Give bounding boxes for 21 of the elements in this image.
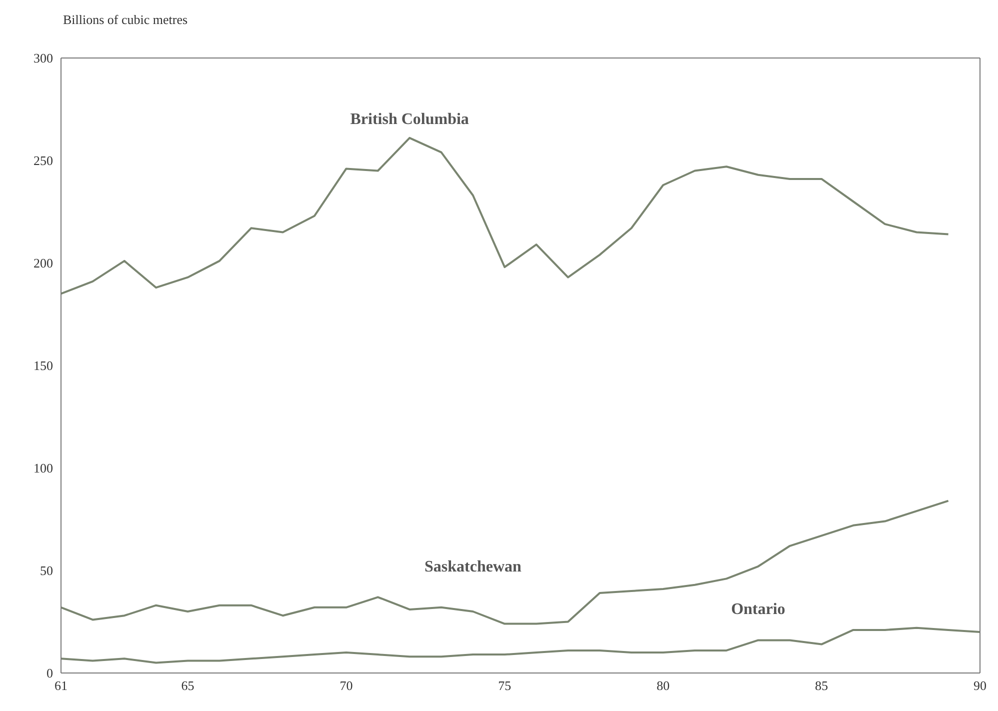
x-tick-label: 70 bbox=[340, 678, 353, 694]
y-axis-title: Billions of cubic metres bbox=[63, 12, 188, 28]
line-series bbox=[61, 500, 950, 625]
y-tick-label: 200 bbox=[34, 256, 53, 271]
x-tick-label: 65 bbox=[181, 678, 194, 694]
x-tick-label: 75 bbox=[498, 678, 512, 694]
x-tick-label: 80 bbox=[656, 678, 670, 694]
series-label: British Columbia bbox=[350, 110, 469, 128]
x-tick-label: 61 bbox=[54, 678, 68, 694]
y-tick-label: 50 bbox=[40, 563, 53, 578]
y-tick-label: 0 bbox=[46, 666, 53, 681]
line-series bbox=[61, 136, 950, 295]
x-tick-label: 90 bbox=[974, 678, 986, 694]
y-tick-label: 100 bbox=[34, 460, 53, 476]
y-tick-label: 150 bbox=[34, 358, 53, 374]
line-series bbox=[61, 626, 980, 664]
y-tick-label: 250 bbox=[34, 153, 53, 168]
series-label: Ontario bbox=[731, 601, 786, 618]
y-tick-label: 300 bbox=[34, 50, 53, 66]
text: Saskatchewan bbox=[424, 558, 522, 576]
x-tick-label: 85 bbox=[815, 678, 828, 694]
